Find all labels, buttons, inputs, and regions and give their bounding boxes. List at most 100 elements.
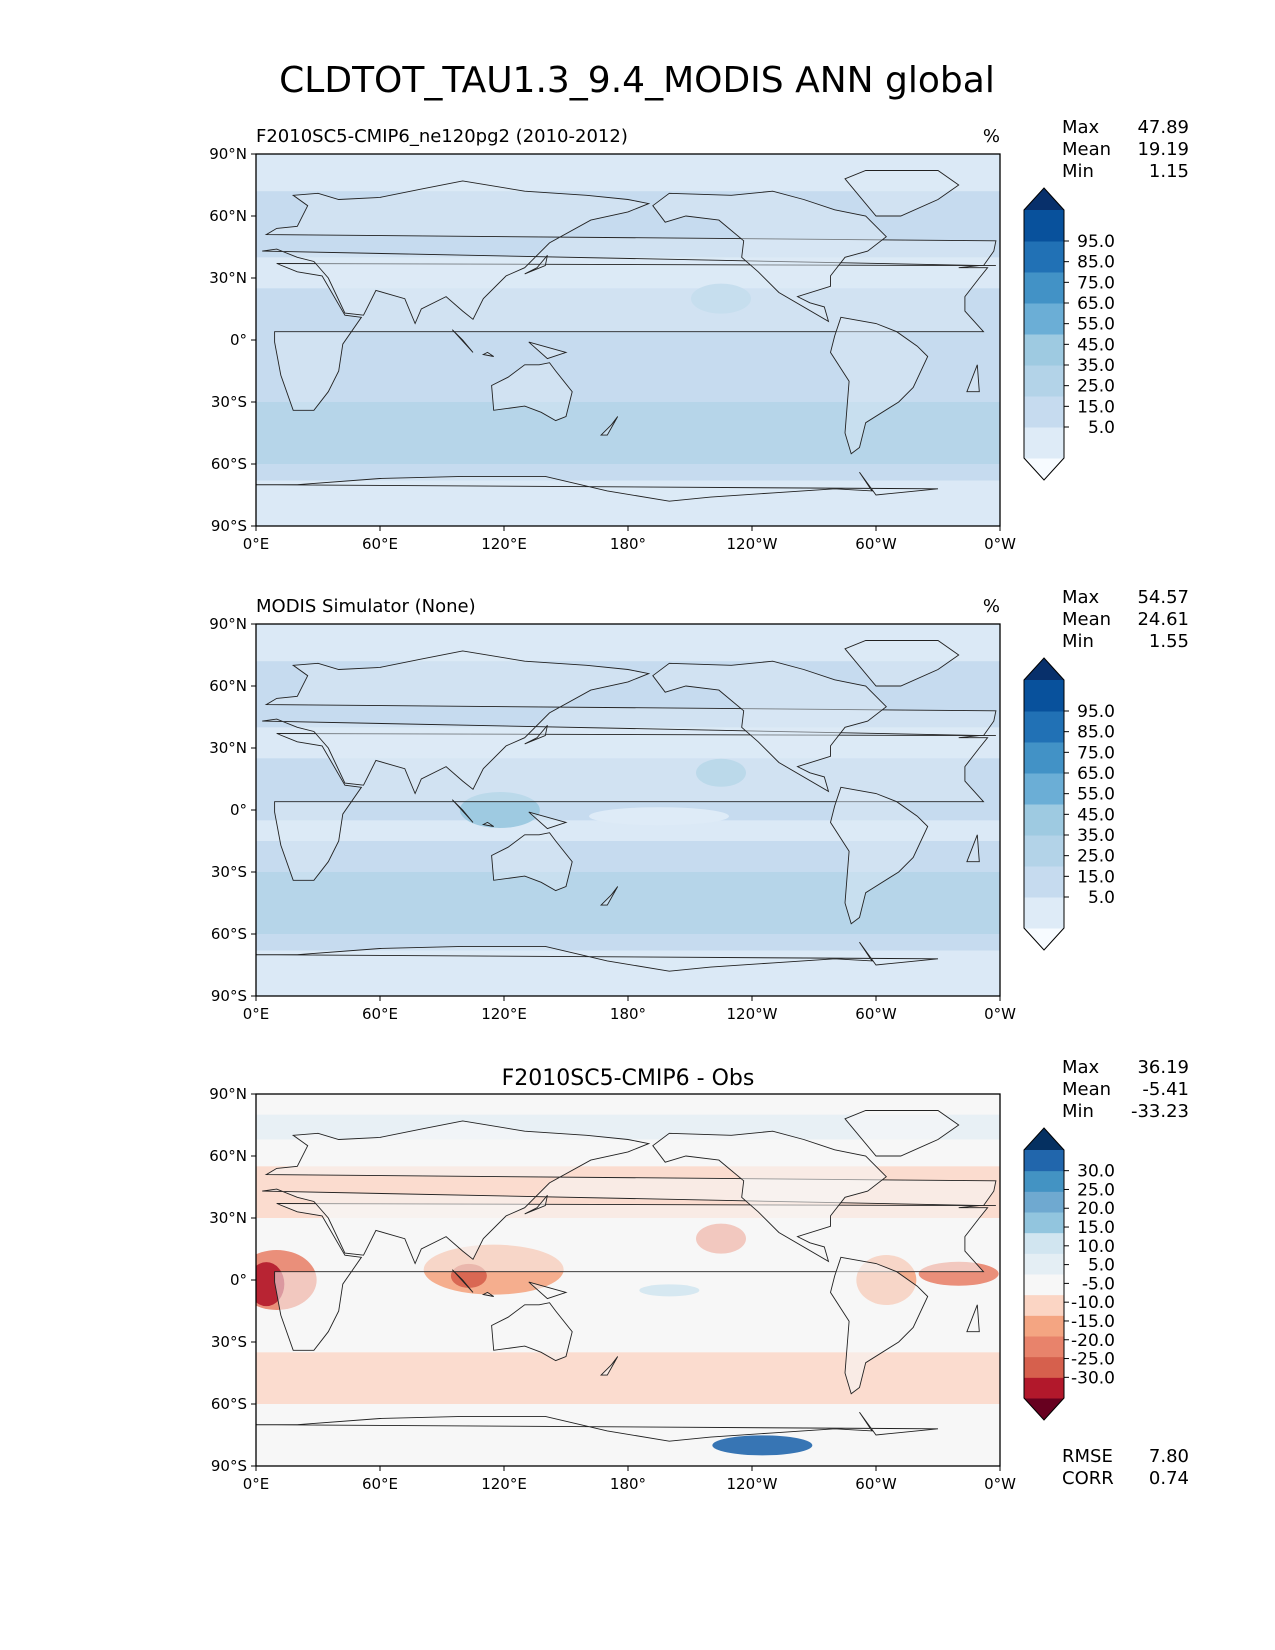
panel-1-y-tick-label: 60°S — [211, 455, 247, 473]
panel-3-map — [256, 1094, 1000, 1466]
panel-3-field-band — [256, 1352, 1000, 1404]
panel-1-coastline — [481, 351, 494, 357]
panel-2-x-tick-label: 60°E — [362, 1005, 398, 1023]
panel-2-coastline — [830, 786, 929, 925]
panel-3-stat-label: Min — [1062, 1101, 1094, 1122]
panel-2-y-tick-label: 90°N — [209, 615, 247, 633]
panel-2-colorbar-swatch — [1024, 804, 1064, 836]
panel-3-colorbar-label: 10.0 — [1077, 1237, 1115, 1257]
panel-2-colorbar-swatch — [1024, 680, 1064, 712]
panel-1-coastline — [491, 362, 573, 422]
panel-1-y-tick-label: 0° — [230, 331, 247, 349]
panel-2-coastline — [274, 733, 996, 881]
panel-2-colorbar-swatch — [1024, 866, 1064, 898]
panel-2-stat-label: Mean — [1062, 609, 1111, 630]
panel-3-y-tick-label: 60°N — [209, 1147, 247, 1165]
panel-1-title: F2010SC5-CMIP6_ne120pg2 (2010-2012) — [256, 126, 628, 147]
panel-3-colorbar-label: 30.0 — [1077, 1162, 1115, 1182]
panel-2-coastline — [481, 821, 494, 827]
panel-1-colorbar-label: 45.0 — [1077, 335, 1115, 355]
panel-2: 0°E 60°E 120°E 180° 120°W 60°W 0°W 90°N 60°N 30°N… — [209, 587, 1189, 1023]
panel-3-coastline — [256, 1412, 939, 1466]
panel-3-colorbar-swatch — [1024, 1212, 1064, 1234]
panel-2-x-tick-label: 0°W — [984, 1005, 1016, 1023]
panel-3-colorbar-swatch — [1024, 1274, 1064, 1296]
panel-2-y-tick-label: 30°S — [211, 863, 247, 881]
panel-2-y-tick-label: 60°N — [209, 677, 247, 695]
panel-1-stat-value: 47.89 — [1137, 117, 1189, 138]
panel-1-y-tick-label: 30°N — [209, 269, 247, 287]
panel-1-x-tick-label: 0°E — [243, 535, 270, 553]
panel-2-coastline — [652, 660, 887, 793]
panel-1-coastline — [256, 472, 939, 526]
panel-1-colorbar-label: 65.0 — [1077, 294, 1115, 314]
panel-3-colorbar-swatch — [1024, 1232, 1064, 1254]
panel-2-colorbar-label: 75.0 — [1077, 743, 1115, 763]
panel-2-colorbar-swatch — [1024, 742, 1064, 774]
panel-3-stat-value: 36.19 — [1137, 1057, 1189, 1078]
panel-2-x-tick-label: 120°W — [727, 1005, 778, 1023]
panel-2-coastline — [528, 811, 568, 830]
panel-1-stat-value: 19.19 — [1137, 139, 1189, 160]
panel-3-y-tick-label: 0° — [230, 1271, 247, 1289]
panel-3-coastline — [830, 1256, 929, 1395]
panel-1-colorbar-extend-low — [1024, 458, 1064, 480]
panel-3-colorbar-label: -25.0 — [1071, 1350, 1115, 1370]
panel-3-colorbar-outline — [1023, 1127, 1065, 1421]
panel-3-field-feature — [639, 1284, 700, 1297]
panel-3-metric-label: RMSE — [1062, 1446, 1113, 1467]
panel-1-colorbar-swatch — [1024, 241, 1064, 273]
panel-3-colorbar-label: -15.0 — [1071, 1312, 1115, 1332]
panel-1-stat-label: Min — [1062, 161, 1094, 182]
panel-1-x-tick-label: 60°E — [362, 535, 398, 553]
panel-1-colorbar-swatch — [1024, 272, 1064, 304]
panel-2-colorbar-label: 35.0 — [1077, 826, 1115, 846]
panel-3-colorbar-swatch — [1024, 1294, 1064, 1316]
panel-2-x-tick-label: 0°E — [243, 1005, 270, 1023]
panel-1-colorbar-swatch — [1024, 210, 1064, 242]
panel-2-colorbar-swatch — [1024, 711, 1064, 743]
panel-1-colorbar-label: 5.0 — [1088, 418, 1115, 438]
panel-2-stat-value: 24.61 — [1137, 609, 1189, 630]
panel-2-colorbar-label: 15.0 — [1077, 867, 1115, 887]
panel-3-title: F2010SC5-CMIP6 - Obs — [502, 1066, 755, 1091]
panel-1-colorbar-swatch — [1024, 303, 1064, 335]
panel-3-stat-value: -5.41 — [1142, 1079, 1189, 1100]
panel-1-coastline — [652, 190, 887, 323]
panel-2-field-feature — [459, 792, 540, 828]
panel-2-field-feature — [589, 807, 729, 826]
panel-3-coastline — [966, 1304, 980, 1333]
panel-1-field-band — [256, 402, 1000, 464]
panel-1-field-band — [256, 154, 1000, 192]
panel-2-colorbar-swatch — [1024, 773, 1064, 805]
panel-1-coastline — [528, 341, 568, 360]
panel-2-colorbar-outline — [1023, 657, 1065, 951]
panel-1-stat-label: Max — [1062, 117, 1100, 138]
panel-3-colorbar-label: 15.0 — [1077, 1218, 1115, 1238]
panel-1-map — [256, 154, 1000, 526]
panel-3-field-feature — [712, 1435, 813, 1456]
panel-2-x-tick-label: 180° — [610, 1005, 646, 1023]
panel-2-colorbar-label: 65.0 — [1077, 764, 1115, 784]
panel-3-stat-value: -33.23 — [1131, 1101, 1189, 1122]
panel-2-field-band — [256, 727, 1000, 759]
panel-1-colorbar: 95.085.075.065.055.045.035.025.015.05.0 — [1023, 187, 1115, 481]
panel-3-colorbar-swatch — [1024, 1377, 1064, 1399]
panel-2-coastline — [524, 725, 548, 745]
panel-2-field-band — [256, 624, 1000, 662]
panel-1-colorbar-swatch — [1024, 396, 1064, 428]
panel-3-x-tick-label: 60°W — [855, 1475, 897, 1493]
panel-3-coastline — [652, 1130, 887, 1263]
panel-1-coastline — [451, 329, 474, 353]
panel-1-colorbar-swatch — [1024, 365, 1064, 397]
panel-2-colorbar-label: 5.0 — [1088, 888, 1115, 908]
panel-2-colorbar-swatch — [1024, 897, 1064, 929]
panel-3-coastline — [491, 1302, 573, 1362]
panel-1-colorbar-label: 15.0 — [1077, 397, 1115, 417]
panel-1-x-tick-label: 0°W — [984, 535, 1016, 553]
panel-3-coastline — [600, 1356, 619, 1376]
panel-2-x-tick-label: 120°E — [481, 1005, 527, 1023]
panel-1-colorbar-label: 25.0 — [1077, 377, 1115, 397]
panel-1-y-tick-label: 90°N — [209, 145, 247, 163]
